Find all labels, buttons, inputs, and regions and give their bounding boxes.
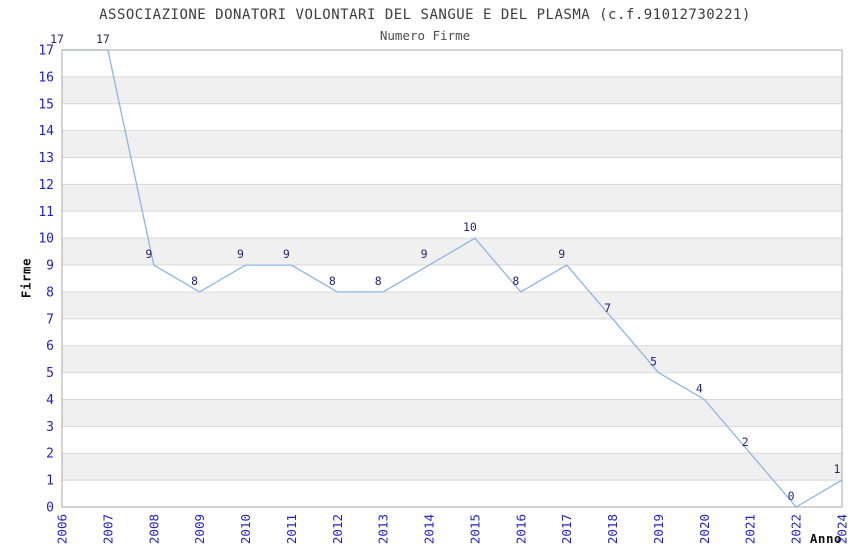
point-label: 10: [463, 220, 477, 234]
y-tick-label: 8: [46, 285, 54, 300]
y-tick-label: 3: [46, 420, 54, 435]
x-tick-label: 2014: [422, 514, 437, 544]
point-label: 9: [283, 247, 290, 261]
point-label: 9: [558, 247, 565, 261]
x-tick-label: 2017: [559, 514, 574, 544]
point-label: 8: [375, 274, 382, 288]
x-axis-title: Anno: [809, 531, 842, 546]
background-band: [62, 345, 842, 373]
y-tick-label: 0: [46, 501, 54, 516]
x-tick-label: 2010: [238, 514, 253, 544]
point-label: 4: [696, 382, 703, 396]
x-tick-label: 2006: [55, 514, 70, 544]
x-tick-label: 2022: [789, 514, 804, 544]
y-tick-label: 2: [46, 447, 54, 462]
y-tick-label: 5: [46, 366, 54, 381]
x-tick-label: 2016: [513, 514, 528, 544]
x-tick-label: 2008: [146, 514, 161, 544]
point-label: 1: [834, 462, 841, 476]
point-label: 8: [191, 274, 198, 288]
x-tick-label: 2013: [376, 514, 391, 544]
x-tick-label: 2011: [284, 514, 299, 544]
data-line: [62, 49, 843, 508]
background-band: [62, 76, 842, 104]
background-band: [62, 130, 842, 158]
point-label: 17: [50, 32, 64, 46]
x-tick-label: 2019: [651, 514, 666, 544]
y-tick-label: 16: [38, 70, 54, 85]
point-label: 9: [421, 247, 428, 261]
y-tick-label: 14: [38, 124, 54, 139]
background-band: [62, 291, 842, 319]
point-label: 2: [742, 435, 749, 449]
point-label: 5: [650, 355, 657, 369]
x-tick-label: 2012: [330, 514, 345, 544]
point-label: 17: [96, 32, 110, 46]
chart-subtitle: Numero Firme: [379, 28, 471, 43]
point-label: 9: [237, 247, 244, 261]
y-tick-label: 10: [38, 232, 54, 247]
background-band: [62, 184, 842, 212]
x-tick-label: 2018: [605, 514, 620, 544]
y-tick-label: 4: [46, 393, 54, 408]
x-tick-label: 2021: [743, 514, 758, 544]
y-tick-label: 17: [38, 44, 54, 59]
point-label: 7: [604, 301, 611, 315]
y-tick-label: 6: [46, 339, 54, 354]
y-tick-label: 9: [46, 259, 54, 274]
y-tick-label: 11: [38, 205, 54, 220]
y-tick-label: 12: [38, 178, 54, 193]
background-band: [62, 453, 842, 481]
y-tick-label: 13: [38, 151, 54, 166]
plot-border: [61, 49, 843, 508]
point-label: 0: [788, 489, 795, 503]
x-tick-label: 2020: [697, 514, 712, 544]
point-label: 8: [329, 274, 336, 288]
x-tick-label: 2009: [192, 514, 207, 544]
background-band: [62, 399, 842, 427]
point-label: 9: [145, 247, 152, 261]
y-tick-label: 15: [38, 97, 54, 112]
x-tick-label: 2015: [467, 514, 482, 544]
point-label: 8: [512, 274, 519, 288]
x-tick-label: 2024: [835, 514, 850, 544]
chart-title: ASSOCIAZIONE DONATORI VOLONTARI DEL SANG…: [99, 7, 751, 23]
x-tick-label: 2007: [100, 514, 115, 544]
y-tick-label: 1: [46, 474, 54, 489]
y-tick-label: 7: [46, 312, 54, 327]
